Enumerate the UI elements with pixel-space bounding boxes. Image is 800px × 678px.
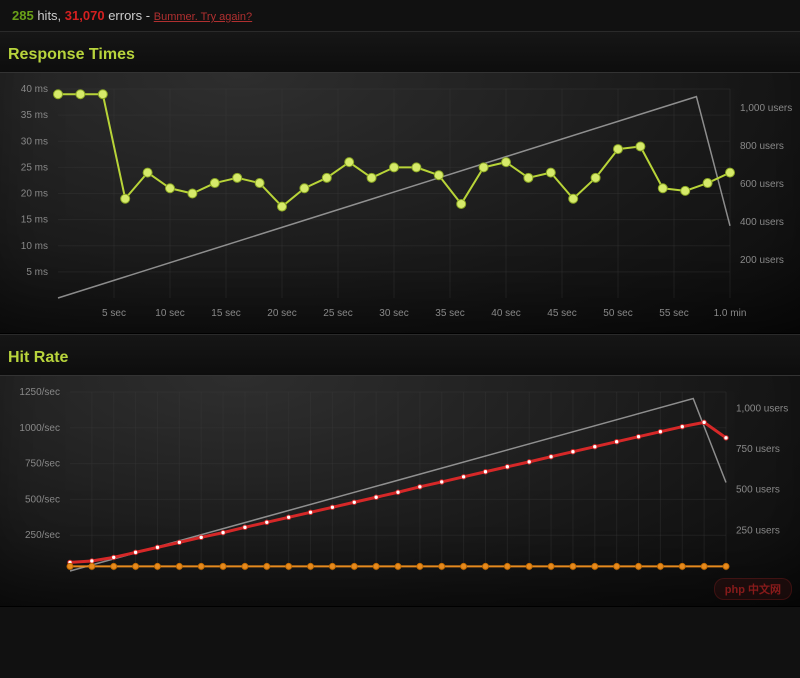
- svg-text:500/sec: 500/sec: [25, 494, 60, 505]
- hits-value: 285: [12, 8, 34, 23]
- svg-text:200 users: 200 users: [740, 255, 784, 266]
- svg-text:25 ms: 25 ms: [21, 162, 48, 173]
- svg-text:1250/sec: 1250/sec: [19, 387, 60, 398]
- hits-label: hits,: [37, 8, 61, 23]
- svg-text:250/sec: 250/sec: [25, 530, 60, 541]
- svg-text:20 sec: 20 sec: [267, 308, 296, 319]
- errors-label: errors: [108, 8, 142, 23]
- svg-text:750 users: 750 users: [736, 444, 780, 455]
- svg-text:50 sec: 50 sec: [603, 308, 632, 319]
- svg-text:45 sec: 45 sec: [547, 308, 576, 319]
- svg-text:1,000 users: 1,000 users: [740, 103, 792, 114]
- watermark-badge: php 中文网: [714, 578, 792, 600]
- try-again-link[interactable]: Bummer. Try again?: [154, 11, 252, 23]
- svg-text:40 sec: 40 sec: [491, 308, 520, 319]
- svg-text:600 users: 600 users: [740, 179, 784, 190]
- svg-text:35 sec: 35 sec: [435, 308, 464, 319]
- svg-text:400 users: 400 users: [740, 217, 784, 228]
- svg-text:30 ms: 30 ms: [21, 136, 48, 147]
- response-times-title: Response Times: [0, 31, 800, 72]
- svg-text:40 ms: 40 ms: [21, 84, 48, 95]
- response-times-chart: 5 ms 10 ms 15 ms 20 ms 25 ms 30 ms 35 ms 40 ms 2…: [0, 72, 800, 334]
- separator-dash: -: [146, 8, 150, 23]
- svg-text:800 users: 800 users: [740, 141, 784, 152]
- svg-text:1,000 users: 1,000 users: [736, 403, 788, 414]
- svg-text:10 ms: 10 ms: [21, 241, 48, 252]
- svg-text:15 ms: 15 ms: [21, 215, 48, 226]
- svg-text:750/sec: 750/sec: [25, 459, 60, 470]
- svg-text:15 sec: 15 sec: [211, 308, 240, 319]
- svg-text:55 sec: 55 sec: [659, 308, 688, 319]
- svg-text:250 users: 250 users: [736, 525, 780, 536]
- hit-rate-title: Hit Rate: [0, 334, 800, 375]
- summary-header: 285 hits, 31,070 errors - Bummer. Try ag…: [0, 0, 800, 31]
- errors-value: 31,070: [65, 8, 105, 23]
- svg-text:1.0 min: 1.0 min: [714, 308, 747, 319]
- svg-text:10 sec: 10 sec: [155, 308, 184, 319]
- svg-text:1000/sec: 1000/sec: [19, 423, 60, 434]
- svg-text:5 ms: 5 ms: [26, 267, 48, 278]
- svg-text:20 ms: 20 ms: [21, 189, 48, 200]
- svg-text:35 ms: 35 ms: [21, 110, 48, 121]
- svg-text:25 sec: 25 sec: [323, 308, 352, 319]
- hit-rate-chart: 250/sec 500/sec 750/sec 1000/sec 1250/sec 250…: [0, 375, 800, 607]
- svg-text:500 users: 500 users: [736, 485, 780, 496]
- svg-text:30 sec: 30 sec: [379, 308, 408, 319]
- svg-text:5 sec: 5 sec: [102, 308, 126, 319]
